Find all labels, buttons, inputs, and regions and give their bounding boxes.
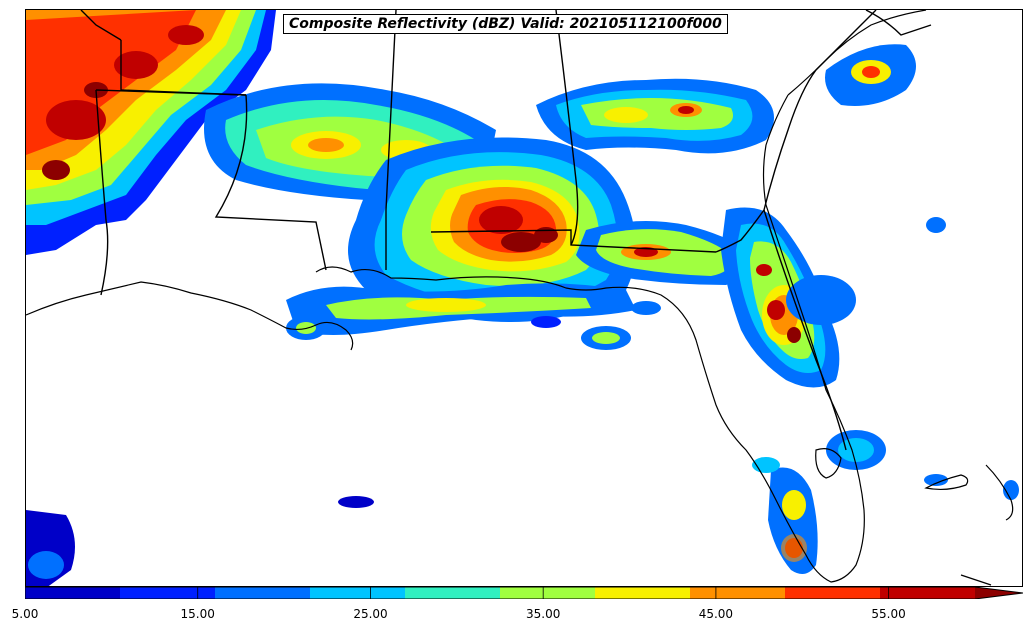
border-al-fl <box>430 229 717 253</box>
echo-ga-y1 <box>604 107 648 123</box>
colorbar-tick-label: 45.00 <box>698 607 734 621</box>
border-tx-ok <box>80 10 122 41</box>
map-panel <box>25 9 1023 587</box>
echo-al-core3 <box>534 227 558 243</box>
border-tx-la <box>95 89 109 296</box>
colorbar <box>25 587 1023 599</box>
reflectivity-map <box>26 10 1019 586</box>
colorbar-extend-arrow <box>975 587 1023 599</box>
echo-atl-blue <box>786 275 856 325</box>
echo-al-core2 <box>501 232 541 252</box>
colorbar-segment <box>25 587 121 599</box>
border-al-ga <box>555 10 579 246</box>
echo-gulf3 <box>631 301 661 315</box>
border-ga-sc <box>763 10 877 211</box>
echo-efl-r2 <box>787 327 801 343</box>
echo-nc-r <box>862 66 880 78</box>
colorbar-segment <box>690 587 786 599</box>
echo-bahamas2 <box>1003 480 1019 500</box>
colorbar-outline <box>25 587 1023 599</box>
echo-sw-cyan <box>28 551 64 579</box>
echo-gulf5 <box>531 316 561 328</box>
radar-echoes <box>26 10 1019 586</box>
lake-okeechobee <box>815 448 842 479</box>
echo-texas-core1 <box>46 100 106 140</box>
border-ga-fl <box>715 209 765 253</box>
echo-coast-y <box>406 298 486 312</box>
echo-ga-r1 <box>678 106 694 114</box>
colorbar-tick-label: 15.00 <box>180 607 215 621</box>
echo-al-core1 <box>479 206 523 234</box>
bahamas-outline2 <box>985 464 1014 521</box>
echo-efl-r3 <box>756 264 772 276</box>
colorbar-tick-label: 35.00 <box>526 607 561 621</box>
map-title: Composite Reflectivity (dBZ) Valid: 2021… <box>283 14 728 34</box>
border-fl-east <box>763 209 847 451</box>
colorbar-segment <box>310 587 406 599</box>
border-nc-sc <box>865 10 932 36</box>
echo-efl-r1 <box>767 300 785 320</box>
bahamas-outline <box>924 474 969 491</box>
border-ar-la <box>95 89 247 96</box>
colorbar-segment <box>595 587 691 599</box>
echo-sfl-y1 <box>782 490 806 520</box>
keys-outline <box>960 574 992 586</box>
echo-bahamas <box>924 474 948 486</box>
echo-sfl-o1 <box>781 534 807 562</box>
geography-lines <box>26 10 1014 586</box>
colorbar-segment <box>500 587 596 599</box>
echo-atl-cyan2 <box>838 438 874 462</box>
echo-atl-small <box>926 217 946 233</box>
colorbar-segment <box>880 587 976 599</box>
gulf-coastline-central <box>315 94 865 583</box>
colorbar-tick-label: 5.00 <box>11 607 39 621</box>
colorbar-segment <box>405 587 501 599</box>
colorbar-tick-label: 55.00 <box>871 607 906 621</box>
echo-gulf1 <box>338 496 374 508</box>
echo-texas-core3 <box>42 160 70 180</box>
border-ms-al <box>385 10 397 270</box>
atlantic-coastline <box>787 10 927 96</box>
border-la-ms <box>214 94 327 271</box>
echo-central-o1 <box>308 138 344 152</box>
colorbar-tick-label: 25.00 <box>353 607 388 621</box>
colorbar-segment <box>120 587 216 599</box>
gulf-coastline-west <box>26 281 354 351</box>
echo-gulf2b <box>592 332 620 344</box>
colorbar-segment <box>215 587 311 599</box>
echo-texas-core4 <box>168 25 204 45</box>
echo-texas-core2 <box>114 51 158 79</box>
colorbar-segment <box>785 587 881 599</box>
